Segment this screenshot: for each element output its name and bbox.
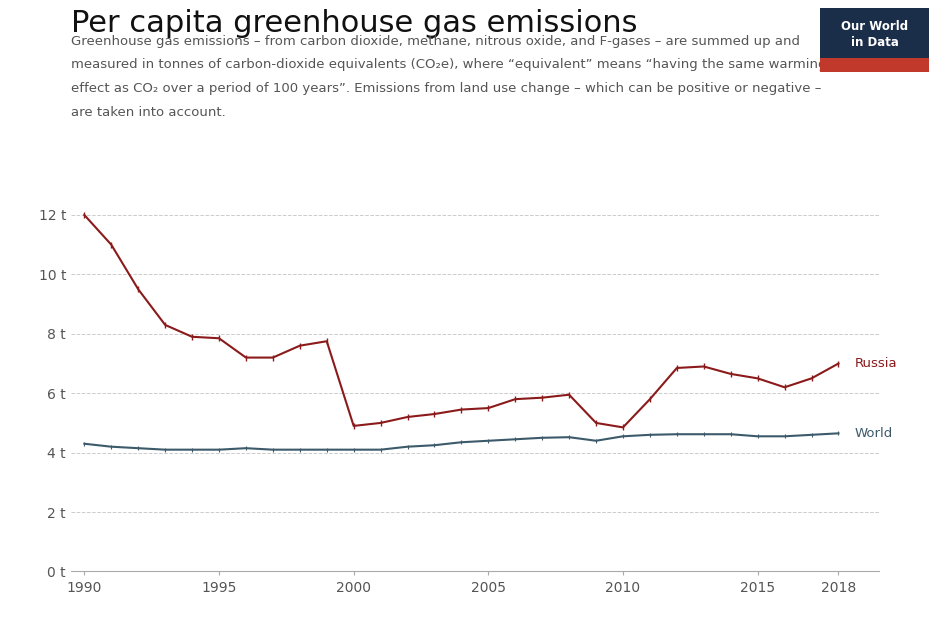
- Text: in Data: in Data: [850, 36, 898, 49]
- Text: are taken into account.: are taken into account.: [71, 106, 226, 119]
- Text: Russia: Russia: [853, 357, 896, 370]
- Text: effect as CO₂ over a period of 100 years”. Emissions from land use change – whic: effect as CO₂ over a period of 100 years…: [71, 82, 820, 95]
- Text: Greenhouse gas emissions – from carbon dioxide, methane, nitrous oxide, and F-ga: Greenhouse gas emissions – from carbon d…: [71, 35, 799, 48]
- Text: measured in tonnes of carbon-dioxide equivalents (CO₂e), where “equivalent” mean: measured in tonnes of carbon-dioxide equ…: [71, 58, 825, 72]
- Text: World: World: [853, 427, 892, 440]
- Text: Per capita greenhouse gas emissions: Per capita greenhouse gas emissions: [71, 9, 636, 38]
- Text: Our World: Our World: [840, 19, 907, 33]
